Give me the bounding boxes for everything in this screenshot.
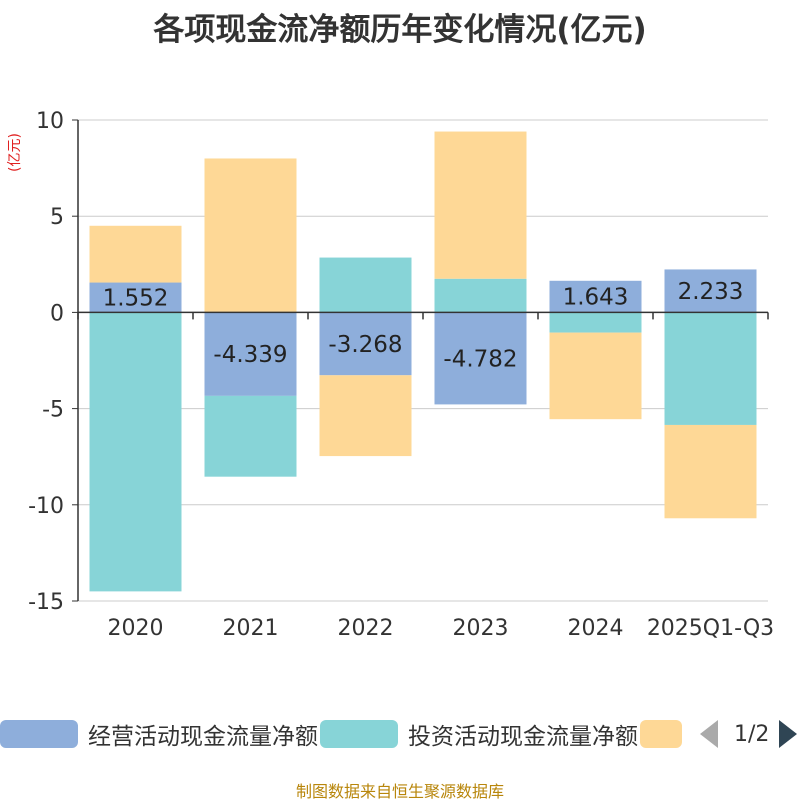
chart-title: 各项现金流净额历年变化情况(亿元) xyxy=(153,12,647,48)
bar-financing-2022 xyxy=(319,375,412,457)
bar-operating-2020 xyxy=(89,282,182,313)
bar-investing-2020 xyxy=(89,312,182,592)
x-tick-label: 2020 xyxy=(108,616,164,641)
legend: 经营活动现金流量净额 投资活动现金流量净额 1/2 xyxy=(0,714,800,754)
bar-operating-2025Q1-Q3 xyxy=(664,269,757,313)
bar-financing-2021 xyxy=(204,158,297,313)
data-label-operating-2023: -4.782 xyxy=(443,346,517,372)
legend-item-operating[interactable]: 经营活动现金流量净额 xyxy=(0,714,318,754)
x-tick-label: 2024 xyxy=(568,616,624,641)
y-tick-label: 5 xyxy=(50,205,64,230)
bar-operating-2021 xyxy=(204,312,297,396)
bar-investing-2023 xyxy=(434,278,527,313)
legend-pager: 1/2 xyxy=(700,714,798,754)
data-label-operating-2020: 1.552 xyxy=(103,285,169,311)
x-tick-label: 2022 xyxy=(338,616,394,641)
bar-chart: 10 5 0 -5 -10 -15 1.552 2020 -4.339 2021 -3.268 202… xyxy=(28,109,774,641)
bar-operating-2023 xyxy=(434,312,527,405)
legend-item-investing[interactable]: 投资活动现金流量净额 xyxy=(320,714,638,754)
legend-item-financing[interactable] xyxy=(640,714,682,754)
data-label-operating-2025Q1-Q3: 2.233 xyxy=(678,279,744,305)
y-tick-label: -10 xyxy=(28,494,64,519)
legend-prev-page-icon[interactable] xyxy=(700,720,718,748)
y-tick-label: 0 xyxy=(50,301,64,326)
x-tick-label: 2025Q1-Q3 xyxy=(647,616,774,641)
legend-label-investing: 投资活动现金流量净额 xyxy=(408,724,638,750)
bar-financing-2024 xyxy=(549,332,642,420)
data-label-operating-2022: -3.268 xyxy=(328,332,402,358)
bar-investing-2024 xyxy=(549,312,642,333)
bar-financing-2023 xyxy=(434,131,527,279)
bar-operating-2024 xyxy=(549,280,642,313)
legend-swatch-operating xyxy=(0,720,78,748)
data-label-operating-2021: -4.339 xyxy=(213,342,287,368)
bar-investing-2022 xyxy=(319,257,412,313)
legend-swatch-financing xyxy=(640,720,682,748)
x-tick-label: 2023 xyxy=(453,616,509,641)
bar-financing-2025Q1-Q3 xyxy=(664,424,757,519)
y-tick-label: -15 xyxy=(28,590,64,615)
legend-label-operating: 经营活动现金流量净额 xyxy=(88,724,318,750)
bar-investing-2025Q1-Q3 xyxy=(664,312,757,425)
bar-financing-2020 xyxy=(89,225,182,283)
data-label-operating-2024: 1.643 xyxy=(563,285,629,311)
legend-next-page-icon[interactable] xyxy=(779,720,798,748)
data-source-note: 制图数据来自恒生聚源数据库 xyxy=(295,782,504,801)
x-tick-label: 2021 xyxy=(223,616,279,641)
bar-operating-2022 xyxy=(319,312,412,376)
y-tick-label: -5 xyxy=(42,398,64,423)
bar-investing-2021 xyxy=(204,395,297,477)
y-tick-label: 10 xyxy=(36,109,64,134)
legend-swatch-investing xyxy=(320,720,398,748)
legend-page-indicator: 1/2 xyxy=(734,721,770,747)
